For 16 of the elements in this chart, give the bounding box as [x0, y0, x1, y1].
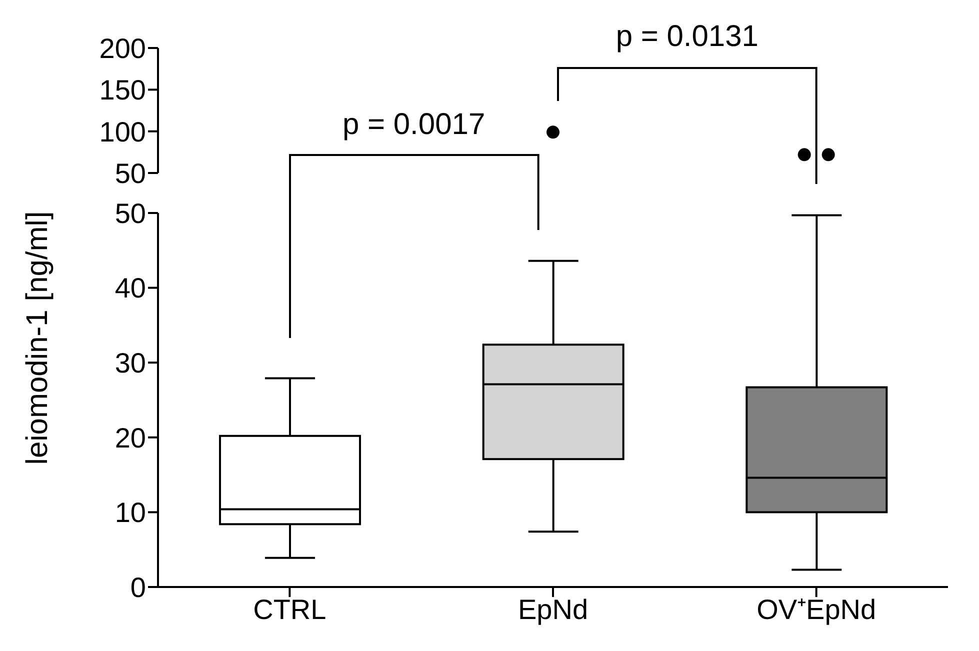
y-tick-label: 50 — [114, 198, 146, 229]
y-tick-label: 150 — [99, 74, 146, 106]
annotation: p = 0.0017 — [342, 108, 486, 142]
y-tick-label: 50 — [114, 158, 146, 189]
y-tick-label: 0 — [130, 572, 146, 603]
x-tick-label: CTRL — [253, 594, 326, 625]
y-axis-title: leiomodin-1 [ng/ml] — [21, 211, 55, 465]
x-tick-label: EpNd — [518, 594, 588, 625]
x-tick-label: OV⁺EpNd — [756, 594, 876, 625]
y-tick-label: 40 — [114, 272, 146, 304]
annotation: p = 0.0131 — [614, 20, 760, 54]
y-tick-label: 200 — [99, 32, 146, 64]
y-tick-label: 100 — [99, 116, 146, 148]
y-tick-label: 30 — [114, 348, 146, 379]
y-tick-label: 20 — [114, 422, 146, 454]
y-tick-label: 10 — [114, 497, 146, 528]
